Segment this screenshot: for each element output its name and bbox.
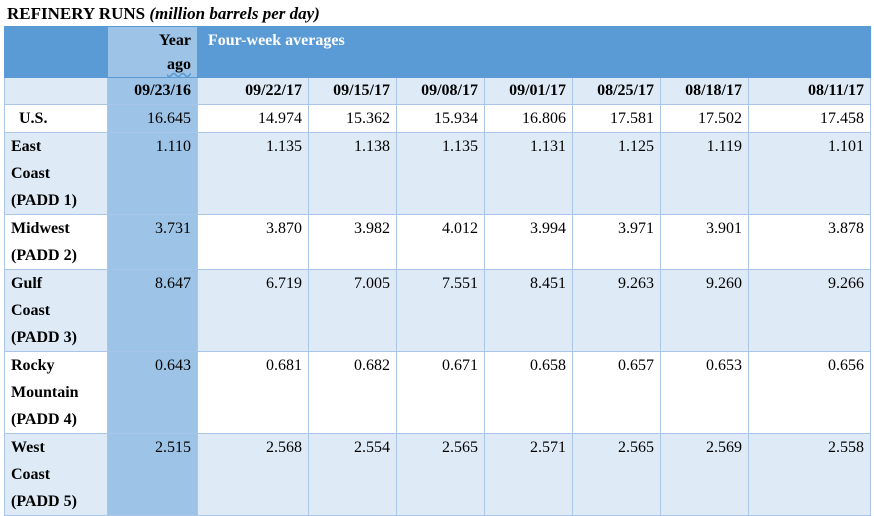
value-cell: 17.502 [660, 104, 749, 133]
title-unit: (million barrels per day) [149, 4, 320, 23]
year-ago-value: 3.731 [107, 214, 198, 270]
value-cell: 3.994 [484, 214, 573, 270]
value-cell: 9.260 [660, 269, 749, 352]
row-label-line: Mountain [11, 384, 79, 401]
row-label: Midwest (PADD 2) [4, 214, 108, 270]
value-cell: 2.568 [197, 433, 309, 516]
row-label-line: Gulf [11, 275, 43, 292]
value-cell: 3.982 [308, 214, 397, 270]
table-row: U.S. 16.645 14.974 15.362 15.934 16.806 17.581… [4, 104, 872, 133]
value-cell: 1.101 [747, 132, 872, 215]
date-header: 08/18/17 [660, 77, 749, 105]
row-label-line: Coast [11, 466, 51, 483]
row-label-line: (PADD 5) [11, 493, 77, 510]
value-cell: 17.458 [747, 104, 872, 133]
date-header: 09/22/17 [197, 77, 309, 105]
year-ago-value: 0.643 [107, 351, 198, 434]
value-cell: 8.451 [484, 269, 573, 352]
value-cell: 2.565 [572, 433, 661, 516]
value-cell: 9.266 [747, 269, 872, 352]
row-label-line: (PADD 4) [11, 411, 77, 428]
row-label: U.S. [4, 104, 108, 133]
value-cell: 15.362 [308, 104, 397, 133]
value-cell: 2.554 [308, 433, 397, 516]
value-cell: 14.974 [197, 104, 309, 133]
table-row: Midwest (PADD 2) 3.731 3.870 3.982 4.012 3.994… [4, 214, 872, 270]
refinery-runs-table: Year ago Four-week averages 09/23/16 09/… [4, 26, 872, 516]
year-ago-value: 1.110 [107, 132, 198, 215]
year-ago-value: 2.515 [107, 433, 198, 516]
value-cell: 1.119 [660, 132, 749, 215]
value-cell: 0.657 [572, 351, 661, 434]
row-label-line: Coast [11, 165, 51, 182]
row-label: Gulf Coast (PADD 3) [4, 269, 108, 352]
value-cell: 0.682 [308, 351, 397, 434]
value-cell: 7.005 [308, 269, 397, 352]
value-cell: 0.653 [660, 351, 749, 434]
value-cell: 16.806 [484, 104, 573, 133]
table-row: Rocky Mountain (PADD 4) 0.643 0.681 0.682 0.67… [4, 351, 872, 434]
row-label-line: West [11, 439, 45, 456]
row-label-line: (PADD 3) [11, 329, 77, 346]
value-cell: 17.581 [572, 104, 661, 133]
value-cell: 0.656 [747, 351, 872, 434]
title-main: REFINERY RUNS [7, 4, 146, 23]
row-label-line: (PADD 1) [11, 192, 77, 209]
table-body: U.S. 16.645 14.974 15.362 15.934 16.806 17.581… [4, 104, 872, 516]
year-ago-header: Year ago [107, 26, 198, 78]
value-cell: 0.671 [396, 351, 485, 434]
date-header-corner [4, 77, 108, 105]
row-label-line: (PADD 2) [11, 247, 77, 264]
value-cell: 1.135 [197, 132, 309, 215]
date-header: 09/23/16 [107, 77, 198, 105]
value-cell: 1.125 [572, 132, 661, 215]
value-cell: 1.135 [396, 132, 485, 215]
table-row: East Coast (PADD 1) 1.110 1.135 1.138 1.135 1.1… [4, 132, 872, 215]
header-row-top: Year ago Four-week averages [4, 26, 872, 78]
year-ago-value: 8.647 [107, 269, 198, 352]
value-cell: 7.551 [396, 269, 485, 352]
value-cell: 15.934 [396, 104, 485, 133]
row-label: West Coast (PADD 5) [4, 433, 108, 516]
date-header: 09/08/17 [396, 77, 485, 105]
date-header: 09/01/17 [484, 77, 573, 105]
value-cell: 2.571 [484, 433, 573, 516]
value-cell: 1.131 [484, 132, 573, 215]
value-cell: 1.138 [308, 132, 397, 215]
row-label-line: Coast [11, 302, 51, 319]
year-ago-value: 16.645 [107, 104, 198, 133]
date-header: 09/15/17 [308, 77, 397, 105]
value-cell: 3.901 [660, 214, 749, 270]
row-label-line: East [11, 138, 42, 155]
row-label-line: Midwest [11, 220, 70, 237]
value-cell: 9.263 [572, 269, 661, 352]
date-header: 08/25/17 [572, 77, 661, 105]
table-row: West Coast (PADD 5) 2.515 2.568 2.554 2.565 2.5… [4, 433, 872, 516]
row-label: East Coast (PADD 1) [4, 132, 108, 215]
value-cell: 2.565 [396, 433, 485, 516]
value-cell: 2.569 [660, 433, 749, 516]
table-row: Gulf Coast (PADD 3) 8.647 6.719 7.005 7.551 8.4… [4, 269, 872, 352]
header-row-dates: 09/23/16 09/22/17 09/15/17 09/08/17 09/0… [4, 77, 872, 105]
row-label: Rocky Mountain (PADD 4) [4, 351, 108, 434]
value-cell: 3.870 [197, 214, 309, 270]
value-cell: 3.878 [747, 214, 872, 270]
value-cell: 6.719 [197, 269, 309, 352]
value-cell: 4.012 [396, 214, 485, 270]
table-title: REFINERY RUNS (million barrels per day) [7, 3, 320, 25]
header-corner [4, 26, 108, 78]
value-cell: 3.971 [572, 214, 661, 270]
date-header: 08/11/17 [747, 77, 872, 105]
row-label-line: U.S. [19, 110, 48, 127]
value-cell: 0.658 [484, 351, 573, 434]
four-week-averages-header: Four-week averages [196, 26, 872, 78]
value-cell: 2.558 [747, 433, 872, 516]
value-cell: 0.681 [197, 351, 309, 434]
row-label-line: Rocky [11, 357, 55, 374]
